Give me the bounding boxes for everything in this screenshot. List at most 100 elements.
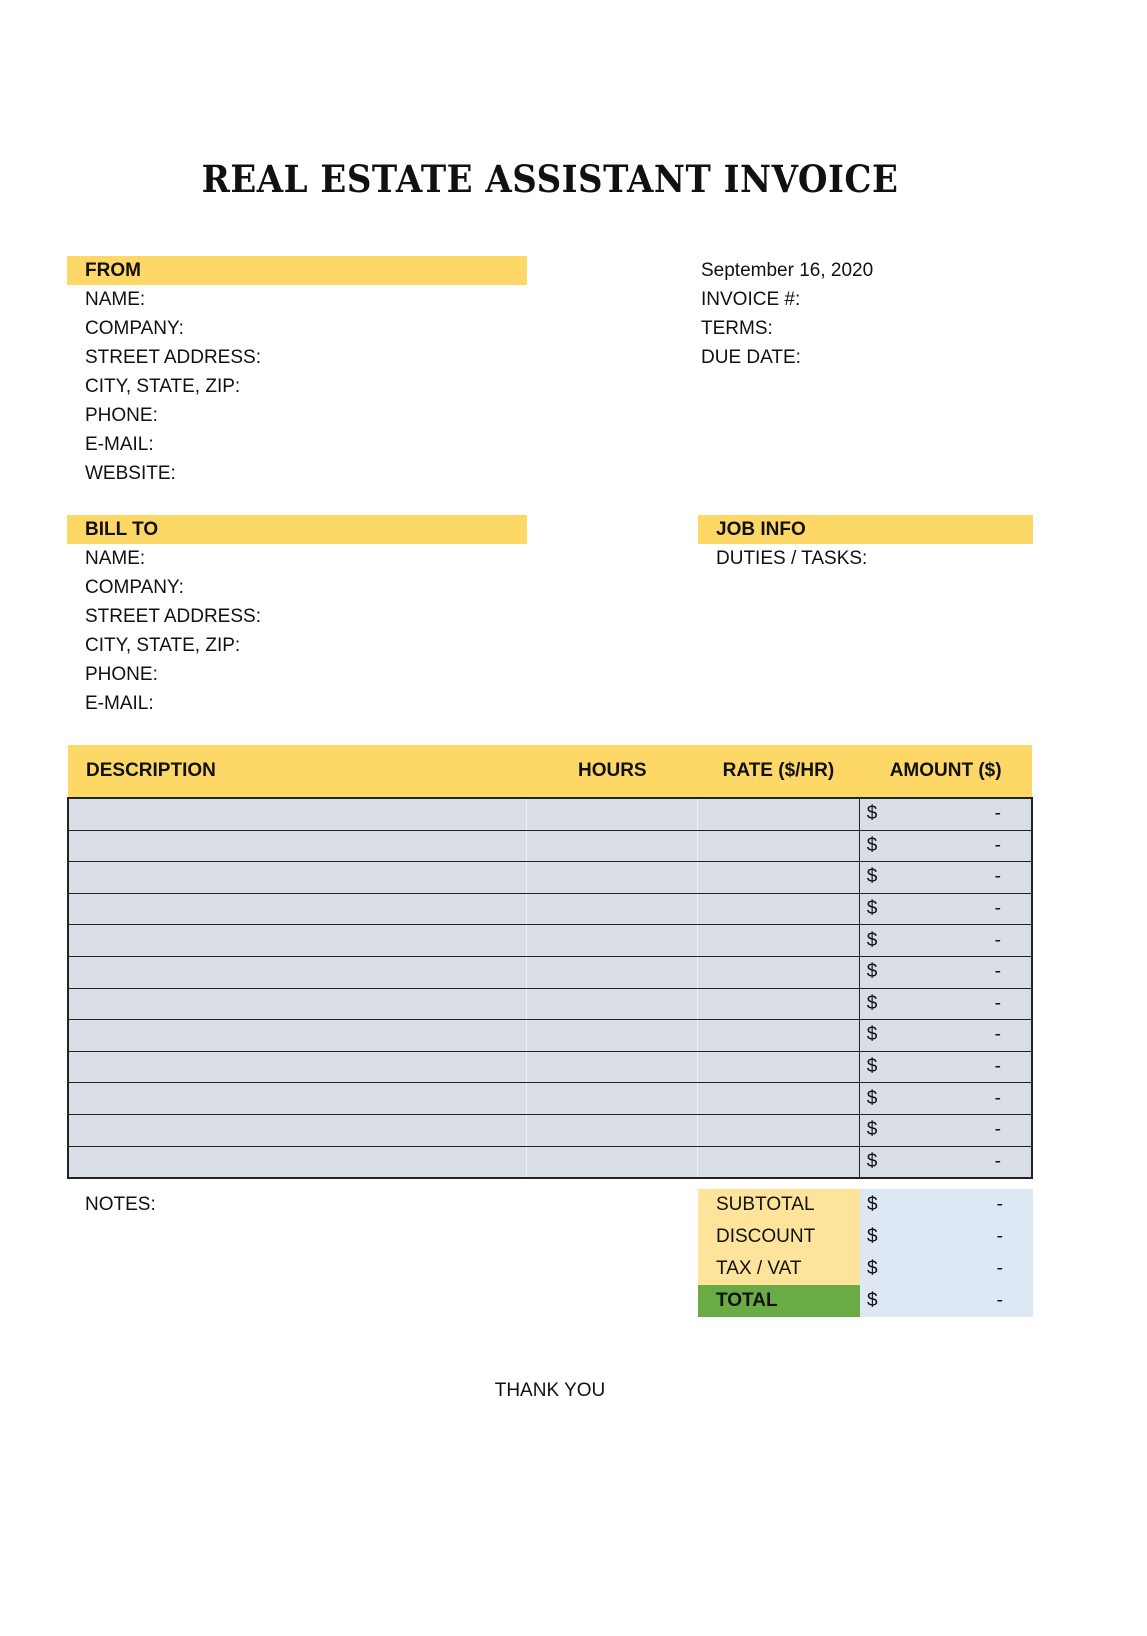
bill-to-field-label: E-MAIL: bbox=[85, 693, 154, 714]
currency-symbol: $ bbox=[866, 803, 878, 825]
hours-cell[interactable] bbox=[526, 955, 698, 989]
summary-label: TOTAL bbox=[698, 1285, 860, 1317]
bill-to-field-label: CITY, STATE, ZIP: bbox=[85, 635, 241, 656]
hours-cell[interactable] bbox=[526, 1113, 698, 1147]
job-info-fields: DUTIES / TASKS: bbox=[716, 544, 867, 573]
currency-symbol: $ bbox=[867, 1258, 878, 1279]
amount-value: - bbox=[994, 898, 1001, 920]
col-rate: RATE ($/HR) bbox=[697, 745, 860, 799]
hours-cell[interactable] bbox=[526, 1019, 698, 1052]
currency-symbol: $ bbox=[866, 961, 878, 983]
currency-symbol: $ bbox=[866, 866, 878, 888]
summary-label: TAX / VAT bbox=[698, 1253, 860, 1285]
from-field-label: WEBSITE: bbox=[85, 463, 176, 484]
hours-cell[interactable] bbox=[526, 987, 698, 1021]
summary-label: DISCOUNT bbox=[698, 1221, 860, 1253]
bill-to-field-label: COMPANY: bbox=[85, 577, 184, 598]
hours-cell[interactable] bbox=[526, 797, 698, 831]
hours-cell[interactable] bbox=[526, 1050, 698, 1084]
description-cell[interactable] bbox=[67, 829, 527, 863]
amount-value: - bbox=[994, 866, 1001, 888]
description-cell[interactable] bbox=[67, 924, 527, 957]
rate-cell[interactable] bbox=[697, 1145, 860, 1179]
amount-cell: $ - bbox=[858, 861, 1032, 894]
currency-symbol: $ bbox=[866, 1150, 878, 1172]
amount-value: - bbox=[994, 929, 1001, 951]
description-cell[interactable] bbox=[67, 1082, 527, 1115]
amount-value: - bbox=[994, 1056, 1001, 1078]
col-amount: AMOUNT ($) bbox=[859, 745, 1032, 799]
from-header: FROM bbox=[67, 256, 527, 285]
items-table: DESCRIPTION HOURS RATE ($/HR) AMOUNT ($)… bbox=[67, 745, 1033, 1179]
description-cell[interactable] bbox=[67, 1019, 527, 1052]
description-cell[interactable] bbox=[67, 797, 527, 831]
description-cell[interactable] bbox=[67, 1113, 527, 1147]
rate-cell[interactable] bbox=[697, 987, 860, 1021]
table-row: $ - bbox=[67, 1145, 1032, 1179]
rate-cell[interactable] bbox=[697, 924, 860, 957]
bill-to-header: BILL TO bbox=[67, 515, 527, 544]
invoice-field-label: DUE DATE: bbox=[701, 347, 801, 368]
table-row: $ - bbox=[67, 797, 1032, 831]
rate-cell[interactable] bbox=[697, 955, 860, 989]
currency-symbol: $ bbox=[867, 1226, 878, 1247]
amount-value: - bbox=[994, 803, 1001, 825]
amount-cell: $ - bbox=[858, 1113, 1032, 1147]
col-description: DESCRIPTION bbox=[68, 745, 527, 799]
rate-cell[interactable] bbox=[697, 1082, 860, 1115]
invoice-fields: INVOICE #: TERMS: DUE DATE: bbox=[701, 285, 801, 372]
job-info-field-label: DUTIES / TASKS: bbox=[716, 548, 868, 569]
rate-cell[interactable] bbox=[697, 797, 860, 831]
amount-cell: $ - bbox=[858, 924, 1032, 957]
amount-cell: $ - bbox=[858, 1050, 1032, 1084]
currency-symbol: $ bbox=[866, 898, 878, 920]
description-cell[interactable] bbox=[67, 1050, 527, 1084]
description-cell[interactable] bbox=[67, 1145, 527, 1179]
amount-cell: $ - bbox=[858, 1019, 1032, 1052]
invoice-field-label: INVOICE #: bbox=[701, 289, 801, 310]
currency-symbol: $ bbox=[866, 834, 878, 856]
amount-value: - bbox=[994, 1024, 1001, 1046]
summary-table: SUBTOTAL $ - DISCOUNT $ - TAX / VAT $ - TOTAL … bbox=[698, 1189, 1033, 1317]
description-cell[interactable] bbox=[67, 987, 527, 1021]
rate-cell[interactable] bbox=[697, 1050, 860, 1084]
amount-cell: $ - bbox=[858, 1082, 1032, 1115]
bill-to-field-label: STREET ADDRESS: bbox=[85, 606, 261, 627]
rate-cell[interactable] bbox=[697, 892, 860, 926]
invoice-date: September 16, 2020 bbox=[701, 260, 874, 281]
description-cell[interactable] bbox=[67, 892, 527, 926]
table-row: $ - bbox=[67, 1019, 1032, 1052]
hours-cell[interactable] bbox=[526, 1145, 698, 1179]
summary-value-cell: $ - bbox=[860, 1253, 1033, 1285]
description-cell[interactable] bbox=[67, 861, 527, 894]
from-field-label: STREET ADDRESS: bbox=[85, 347, 261, 368]
page-title: REAL ESTATE ASSISTANT INVOICE bbox=[201, 158, 899, 202]
currency-symbol: $ bbox=[866, 929, 878, 951]
amount-value: - bbox=[994, 834, 1001, 856]
thank-you: THANK YOU bbox=[494, 1380, 606, 1401]
table-row: $ - bbox=[67, 1113, 1032, 1147]
description-cell[interactable] bbox=[67, 955, 527, 989]
notes-label: NOTES: bbox=[85, 1194, 156, 1215]
from-field-label: PHONE: bbox=[85, 405, 158, 426]
job-info-header: JOB INFO bbox=[698, 515, 1033, 544]
from-field-label: E-MAIL: bbox=[85, 434, 154, 455]
rate-cell[interactable] bbox=[697, 861, 860, 894]
rate-cell[interactable] bbox=[697, 829, 860, 863]
amount-value: - bbox=[994, 1150, 1001, 1172]
summary-value: - bbox=[996, 1194, 1003, 1215]
hours-cell[interactable] bbox=[526, 924, 698, 957]
summary-value-cell: $ - bbox=[860, 1221, 1033, 1253]
rate-cell[interactable] bbox=[697, 1113, 860, 1147]
amount-cell: $ - bbox=[858, 955, 1032, 989]
table-row: $ - bbox=[67, 1082, 1032, 1115]
currency-symbol: $ bbox=[867, 1194, 878, 1215]
hours-cell[interactable] bbox=[526, 829, 698, 863]
hours-cell[interactable] bbox=[526, 861, 698, 894]
rate-cell[interactable] bbox=[697, 1019, 860, 1052]
summary-row: TAX / VAT $ - bbox=[698, 1253, 1033, 1285]
table-row: $ - bbox=[67, 829, 1032, 863]
invoice-field-label: TERMS: bbox=[701, 318, 773, 339]
hours-cell[interactable] bbox=[526, 892, 698, 926]
hours-cell[interactable] bbox=[526, 1082, 698, 1115]
